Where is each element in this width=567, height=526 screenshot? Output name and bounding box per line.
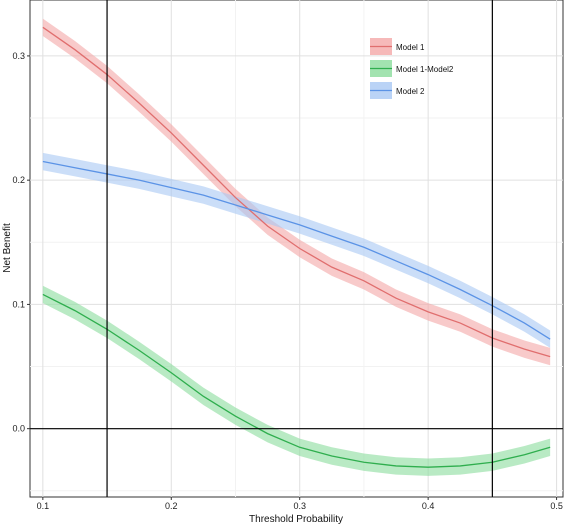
- x-axis-title: Threshold Probability: [249, 514, 343, 525]
- band-model-2: [42, 152, 551, 348]
- legend-label-model-2: Model 2: [396, 87, 425, 96]
- series-lines: [42, 26, 551, 468]
- y-axis-title: Net Benefit: [2, 223, 13, 273]
- x-tick-label: 0.1: [37, 501, 50, 511]
- band-model-1-model2: [42, 285, 551, 476]
- x-tick-label: 0.2: [165, 501, 178, 511]
- y-tick-label: 0.2: [12, 175, 25, 185]
- reference-lines: [30, 0, 563, 497]
- line-model-1: [42, 26, 551, 358]
- x-tick-label: 0.4: [422, 501, 435, 511]
- y-tick-label: 0.0: [12, 424, 25, 434]
- legend: Model 1 Model 1-Model2 Model 2: [370, 38, 454, 99]
- x-tick-label: 0.5: [550, 501, 563, 511]
- y-axis-ticks: 0.0 0.1 0.2 0.3: [12, 51, 30, 434]
- legend-label-model-1: Model 1: [396, 43, 425, 52]
- x-axis-ticks: 0.1 0.2 0.3 0.4 0.5: [37, 497, 563, 511]
- confidence-bands: [42, 18, 551, 476]
- legend-label-model-1-model2: Model 1-Model2: [396, 65, 454, 74]
- x-tick-label: 0.3: [293, 501, 306, 511]
- line-model-1-model2: [42, 293, 551, 468]
- y-tick-label: 0.3: [12, 51, 25, 61]
- line-model-2: [42, 160, 551, 340]
- y-tick-label: 0.1: [12, 299, 25, 309]
